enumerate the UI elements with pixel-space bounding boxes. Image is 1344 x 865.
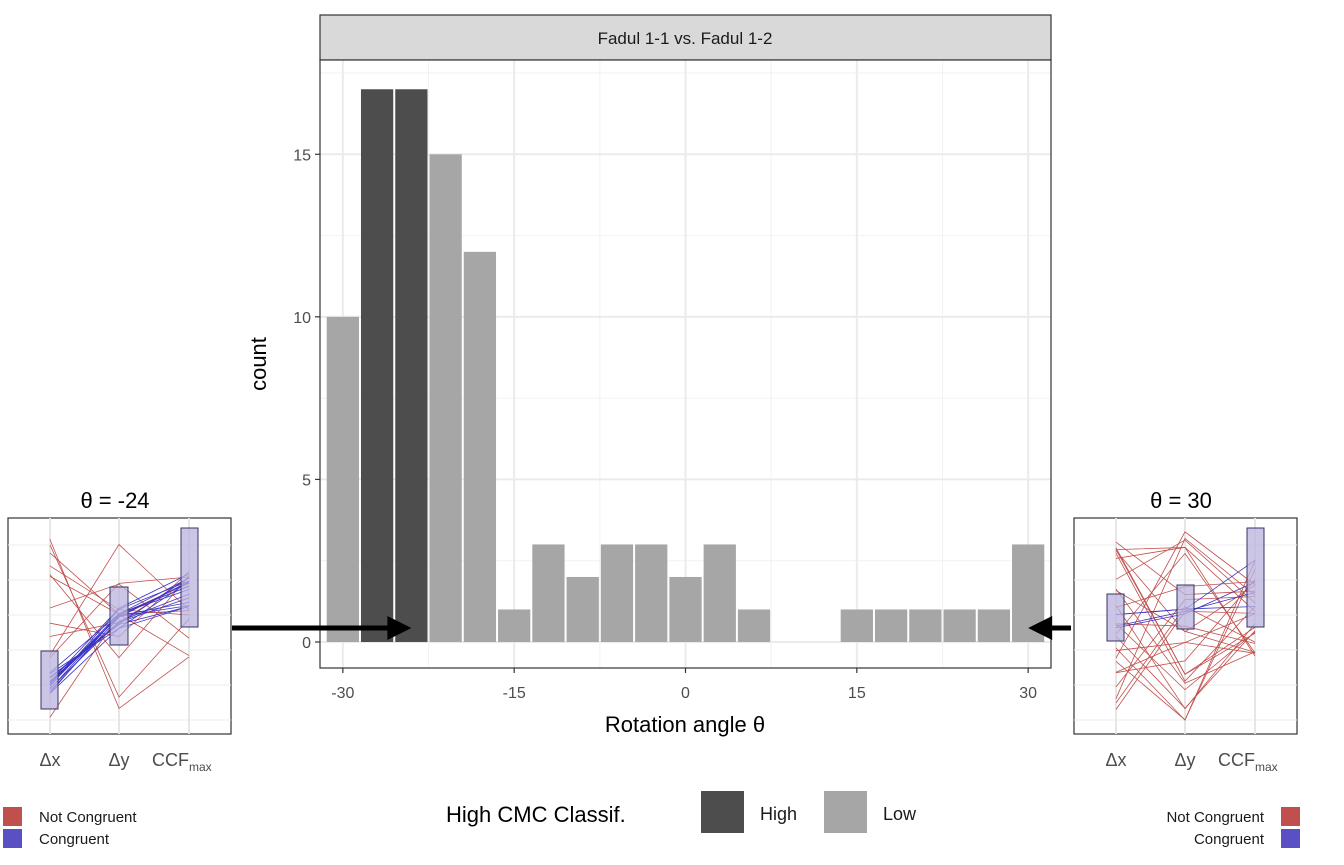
histogram-bar	[463, 251, 497, 642]
x-tick-label: 0	[681, 685, 690, 702]
histogram-bar	[737, 609, 771, 642]
ccf-label: CCF	[152, 750, 189, 770]
legend-swatch-not-congruent	[3, 807, 22, 826]
legend-label-not-congruent: Not Congruent	[39, 809, 137, 826]
inset-line-not-congruent	[1115, 550, 1256, 633]
inset-line-not-congruent	[1115, 630, 1256, 709]
inset-line-not-congruent	[49, 583, 190, 639]
legend-label-low: Low	[883, 804, 917, 824]
inset-line-not-congruent	[1115, 590, 1256, 653]
inset-right-box-dx	[1106, 593, 1125, 642]
histogram-bar	[532, 544, 565, 642]
legend-swatch-congruent	[3, 829, 22, 848]
inset-left-box-ccf	[180, 527, 199, 628]
legend-title: High CMC Classif.	[446, 802, 626, 827]
histogram-bar	[909, 609, 942, 642]
inset-line-not-congruent	[1115, 531, 1256, 659]
inset-line-not-congruent	[49, 543, 190, 656]
legend-swatch-congruent	[1281, 829, 1300, 848]
ccf-subscript: max	[1255, 760, 1278, 774]
histogram-bar	[360, 89, 394, 642]
main-panel: Fadul 1-1 vs. Fadul 1-2 -30 -15 0 15 30 0 5 10…	[246, 14, 1052, 737]
legend-label-congruent: Congruent	[1194, 831, 1265, 848]
inset-line-not-congruent	[1115, 547, 1256, 657]
inset-line-not-congruent	[1115, 547, 1256, 675]
inset-line-not-congruent	[1115, 560, 1256, 721]
histogram-bar	[498, 609, 531, 642]
legend-swatch-high	[701, 791, 744, 833]
histogram-bar	[635, 544, 668, 642]
y-axis-title: count	[246, 337, 271, 391]
inset-line-not-congruent	[49, 576, 190, 658]
ccf-label: CCF	[1218, 750, 1255, 770]
histogram-bar	[566, 576, 599, 642]
y-tick-label: 15	[293, 147, 311, 164]
inset-left-box-dy	[109, 586, 129, 646]
legend-swatch-low	[824, 791, 867, 833]
y-axis-ticks: 0 5 10 15	[293, 147, 320, 652]
inset-right-label-dx: Δx	[1105, 750, 1126, 770]
inset-left-legend: Not Congruent Congruent	[3, 807, 137, 848]
y-tick-label: 5	[302, 472, 311, 489]
histogram-bar	[977, 609, 1011, 642]
inset-line-not-congruent	[1115, 579, 1256, 674]
y-tick-label: 0	[302, 635, 311, 652]
inset-right-label-dy: Δy	[1174, 750, 1195, 770]
inset-right-box-ccf	[1246, 527, 1265, 628]
legend-label-not-congruent: Not Congruent	[1166, 809, 1264, 826]
inset-line-not-congruent	[1115, 623, 1256, 691]
histogram-bar	[840, 609, 873, 642]
inset-right: θ = 30 Δx Δy CCFmax	[1073, 488, 1298, 774]
x-axis-title: Rotation angle θ	[605, 712, 765, 737]
inset-right-legend: Not Congruent Congruent	[1166, 807, 1300, 848]
histogram-bar	[600, 544, 634, 642]
histogram-bar	[874, 609, 908, 642]
histogram-bar	[326, 316, 359, 642]
inset-line-not-congruent	[1115, 588, 1256, 684]
histogram-bar	[429, 154, 462, 642]
histogram-bar	[395, 89, 428, 642]
inset-right-box-dy	[1176, 584, 1195, 630]
x-tick-label: -30	[331, 685, 354, 702]
inset-right-label-ccf: CCFmax	[1218, 750, 1278, 774]
histogram-bars	[326, 89, 1045, 642]
x-tick-label: 30	[1019, 685, 1037, 702]
histogram-bar	[669, 576, 702, 642]
inset-line-not-congruent	[1115, 539, 1256, 604]
inset-line-not-congruent	[49, 539, 190, 710]
legend-label-congruent: Congruent	[39, 831, 110, 848]
panel-strip	[319, 14, 1052, 61]
x-axis-ticks: -30 -15 0 15 30	[331, 668, 1037, 702]
legend-swatch-not-congruent	[1281, 807, 1300, 826]
inset-left-label-dy: Δy	[108, 750, 129, 770]
ccf-subscript: max	[189, 760, 212, 774]
panel-title: Fadul 1-1 vs. Fadul 1-2	[598, 29, 773, 48]
arrow-left-head	[387, 615, 412, 640]
x-tick-label: 15	[848, 685, 866, 702]
arrow-right-head	[1028, 615, 1053, 640]
arrows	[232, 615, 1071, 640]
y-tick-label: 10	[293, 310, 311, 327]
histogram-bar	[943, 609, 976, 642]
legend-label-high: High	[760, 804, 797, 824]
inset-left-title: θ = -24	[80, 488, 149, 513]
inset-left-label-dx: Δx	[39, 750, 60, 770]
inset-line-not-congruent	[1115, 613, 1256, 651]
fill-legend: High CMC Classif. High Low	[446, 791, 917, 833]
inset-right-title: θ = 30	[1150, 488, 1212, 513]
inset-left-label-ccf: CCFmax	[152, 750, 212, 774]
x-tick-label: -15	[503, 685, 526, 702]
inset-left: θ = -24 Δx Δy CCFmax	[7, 488, 232, 774]
histogram-bar	[703, 544, 736, 642]
inset-line-not-congruent	[1115, 553, 1256, 682]
inset-left-box-dx	[40, 650, 59, 710]
